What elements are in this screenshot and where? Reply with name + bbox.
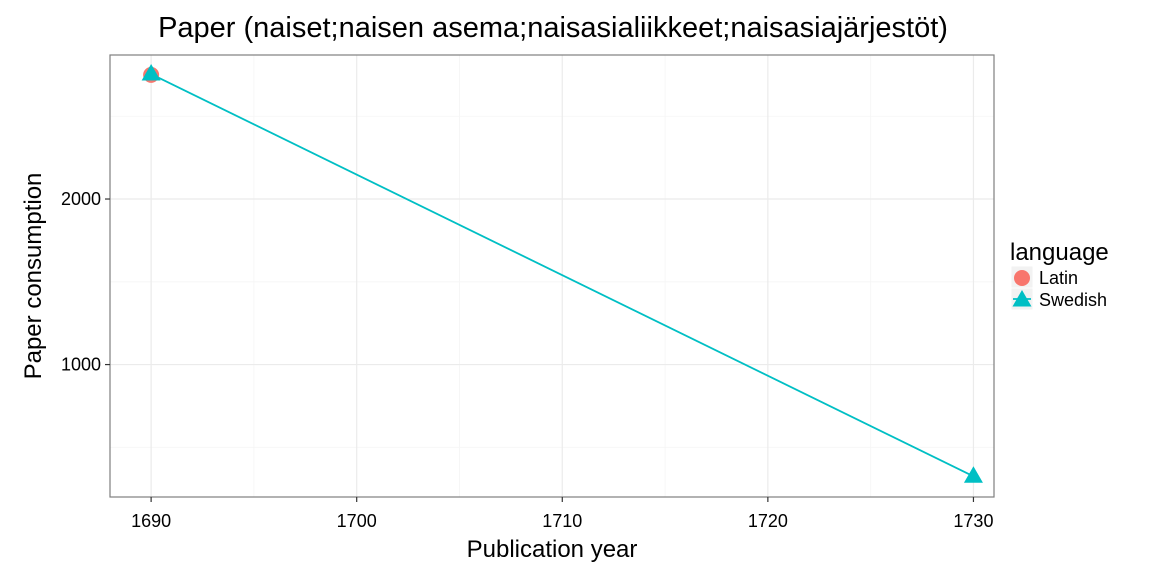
series-line-swedish bbox=[150, 73, 974, 478]
legend-label: Swedish bbox=[1039, 290, 1107, 310]
y-tick-label: 2000 bbox=[61, 189, 101, 209]
legend-item-latin: Latin bbox=[1010, 265, 1078, 289]
data-point-swedish bbox=[963, 466, 983, 483]
grid-minor bbox=[110, 55, 994, 497]
x-tick-label: 1690 bbox=[131, 511, 171, 531]
y-axis-title: Paper consumption bbox=[20, 173, 47, 380]
x-axis: 1690 1700 1710 1720 1730 bbox=[131, 497, 993, 531]
x-tick-label: 1730 bbox=[953, 511, 993, 531]
legend-label: Latin bbox=[1039, 268, 1078, 288]
chart-title: Paper (naiset;naisen asema;naisasialiikk… bbox=[158, 12, 948, 44]
x-tick-label: 1720 bbox=[748, 511, 788, 531]
grid-major bbox=[110, 55, 994, 497]
x-axis-title: Publication year bbox=[467, 536, 638, 563]
data-point-swedish bbox=[141, 64, 161, 81]
legend-item-swedish: Swedish bbox=[1010, 287, 1107, 311]
x-tick-label: 1710 bbox=[542, 511, 582, 531]
series-layer bbox=[141, 64, 983, 483]
legend-title: language bbox=[1010, 239, 1109, 266]
y-tick-label: 1000 bbox=[61, 355, 101, 375]
y-axis: 1000 2000 bbox=[61, 189, 110, 375]
legend-key-marker bbox=[1012, 290, 1032, 307]
legend-key-marker bbox=[1014, 270, 1030, 286]
plot-panel bbox=[109, 54, 995, 498]
x-tick-label: 1700 bbox=[337, 511, 377, 531]
